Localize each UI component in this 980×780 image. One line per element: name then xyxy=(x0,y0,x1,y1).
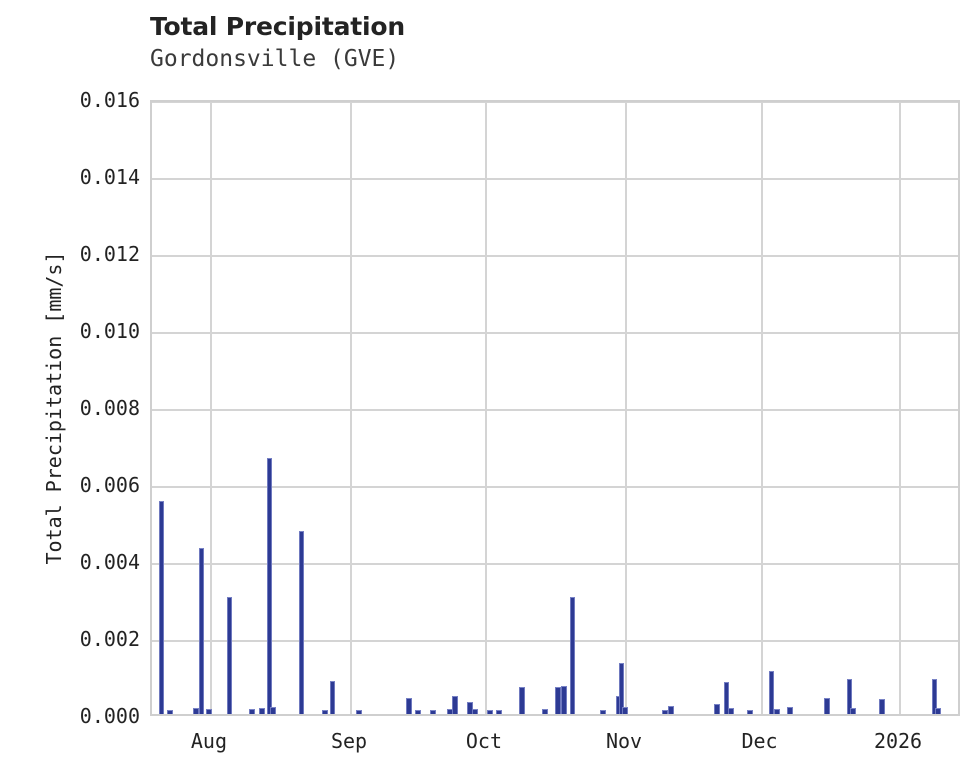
bar xyxy=(768,670,774,714)
bar xyxy=(415,710,421,714)
bar xyxy=(849,707,856,714)
bar xyxy=(519,687,525,714)
x-axis-tick-labels: Aug Sep Oct Nov Dec 2026 xyxy=(150,728,960,758)
x-tick-label: 2026 xyxy=(873,729,923,753)
x-tick-label: Nov xyxy=(605,729,643,753)
bar xyxy=(667,705,674,714)
bar xyxy=(406,698,413,714)
bar xyxy=(661,709,668,714)
y-tick-label: 0.008 xyxy=(79,396,140,420)
bar xyxy=(192,708,199,714)
gridline-horizontal xyxy=(152,640,958,642)
gridline-horizontal xyxy=(152,255,958,257)
plot-area xyxy=(150,100,960,716)
bar xyxy=(569,596,575,714)
bar xyxy=(542,709,548,714)
bar xyxy=(935,707,942,714)
gridline-horizontal xyxy=(152,486,958,488)
y-tick-label: 0.002 xyxy=(79,627,140,651)
bar xyxy=(429,709,436,714)
x-tick-label: Sep xyxy=(330,729,368,753)
y-tick-label: 0.014 xyxy=(79,165,140,189)
gridline-horizontal xyxy=(152,332,958,334)
bar xyxy=(330,681,336,714)
bar xyxy=(787,707,794,714)
bar xyxy=(724,681,730,714)
gridline-vertical xyxy=(625,102,627,714)
bar xyxy=(554,687,561,714)
gridline-vertical xyxy=(209,102,212,714)
bar xyxy=(166,709,173,714)
gridline-vertical xyxy=(350,102,353,714)
y-axis-tick-labels: 0.000 0.002 0.004 0.006 0.008 0.010 0.012 0.014… xyxy=(0,89,140,727)
bar xyxy=(158,501,164,714)
bar xyxy=(823,697,830,714)
bar xyxy=(560,685,567,714)
bar xyxy=(487,710,494,714)
gridline-horizontal xyxy=(152,563,958,565)
gridline-horizontal xyxy=(152,102,958,103)
y-tick-label: 0.010 xyxy=(79,319,140,343)
bar xyxy=(259,707,265,714)
y-tick-label: 0.012 xyxy=(79,242,140,266)
bar xyxy=(496,709,502,714)
bar xyxy=(227,596,232,714)
bar xyxy=(452,695,459,714)
gridline-horizontal xyxy=(152,178,958,180)
bar xyxy=(773,709,780,714)
bar xyxy=(322,709,329,714)
bar xyxy=(299,531,304,714)
y-tick-label: 0.006 xyxy=(79,473,140,497)
gridline-vertical xyxy=(760,102,763,714)
chart-subtitle: Gordonsville (GVE) xyxy=(150,46,400,72)
y-tick-label: 0.000 xyxy=(79,704,140,728)
bar xyxy=(846,678,852,714)
page-title: Total Precipitation xyxy=(150,12,405,41)
bar xyxy=(600,710,606,714)
bar xyxy=(878,699,885,714)
bar xyxy=(206,709,213,714)
title-block: Total Precipitation Gordonsville (GVE) xyxy=(150,12,910,74)
bar xyxy=(467,702,473,714)
bar xyxy=(356,710,363,714)
gridline-vertical xyxy=(899,102,902,714)
bar xyxy=(267,457,273,714)
gridline-vertical xyxy=(484,102,487,714)
bar xyxy=(249,709,256,714)
y-tick-label: 0.016 xyxy=(79,88,140,112)
bar xyxy=(932,679,938,714)
bar xyxy=(621,706,628,714)
x-tick-label: Dec xyxy=(741,729,778,753)
x-tick-label: Oct xyxy=(465,729,503,753)
bar xyxy=(727,708,734,714)
gridline-horizontal xyxy=(152,409,958,411)
bar xyxy=(270,707,277,714)
y-tick-label: 0.004 xyxy=(79,550,140,574)
bar xyxy=(618,663,624,714)
bar xyxy=(472,709,479,714)
bar xyxy=(713,703,720,714)
bar xyxy=(747,709,754,714)
bar xyxy=(198,547,204,714)
x-tick-label: Aug xyxy=(190,729,228,753)
